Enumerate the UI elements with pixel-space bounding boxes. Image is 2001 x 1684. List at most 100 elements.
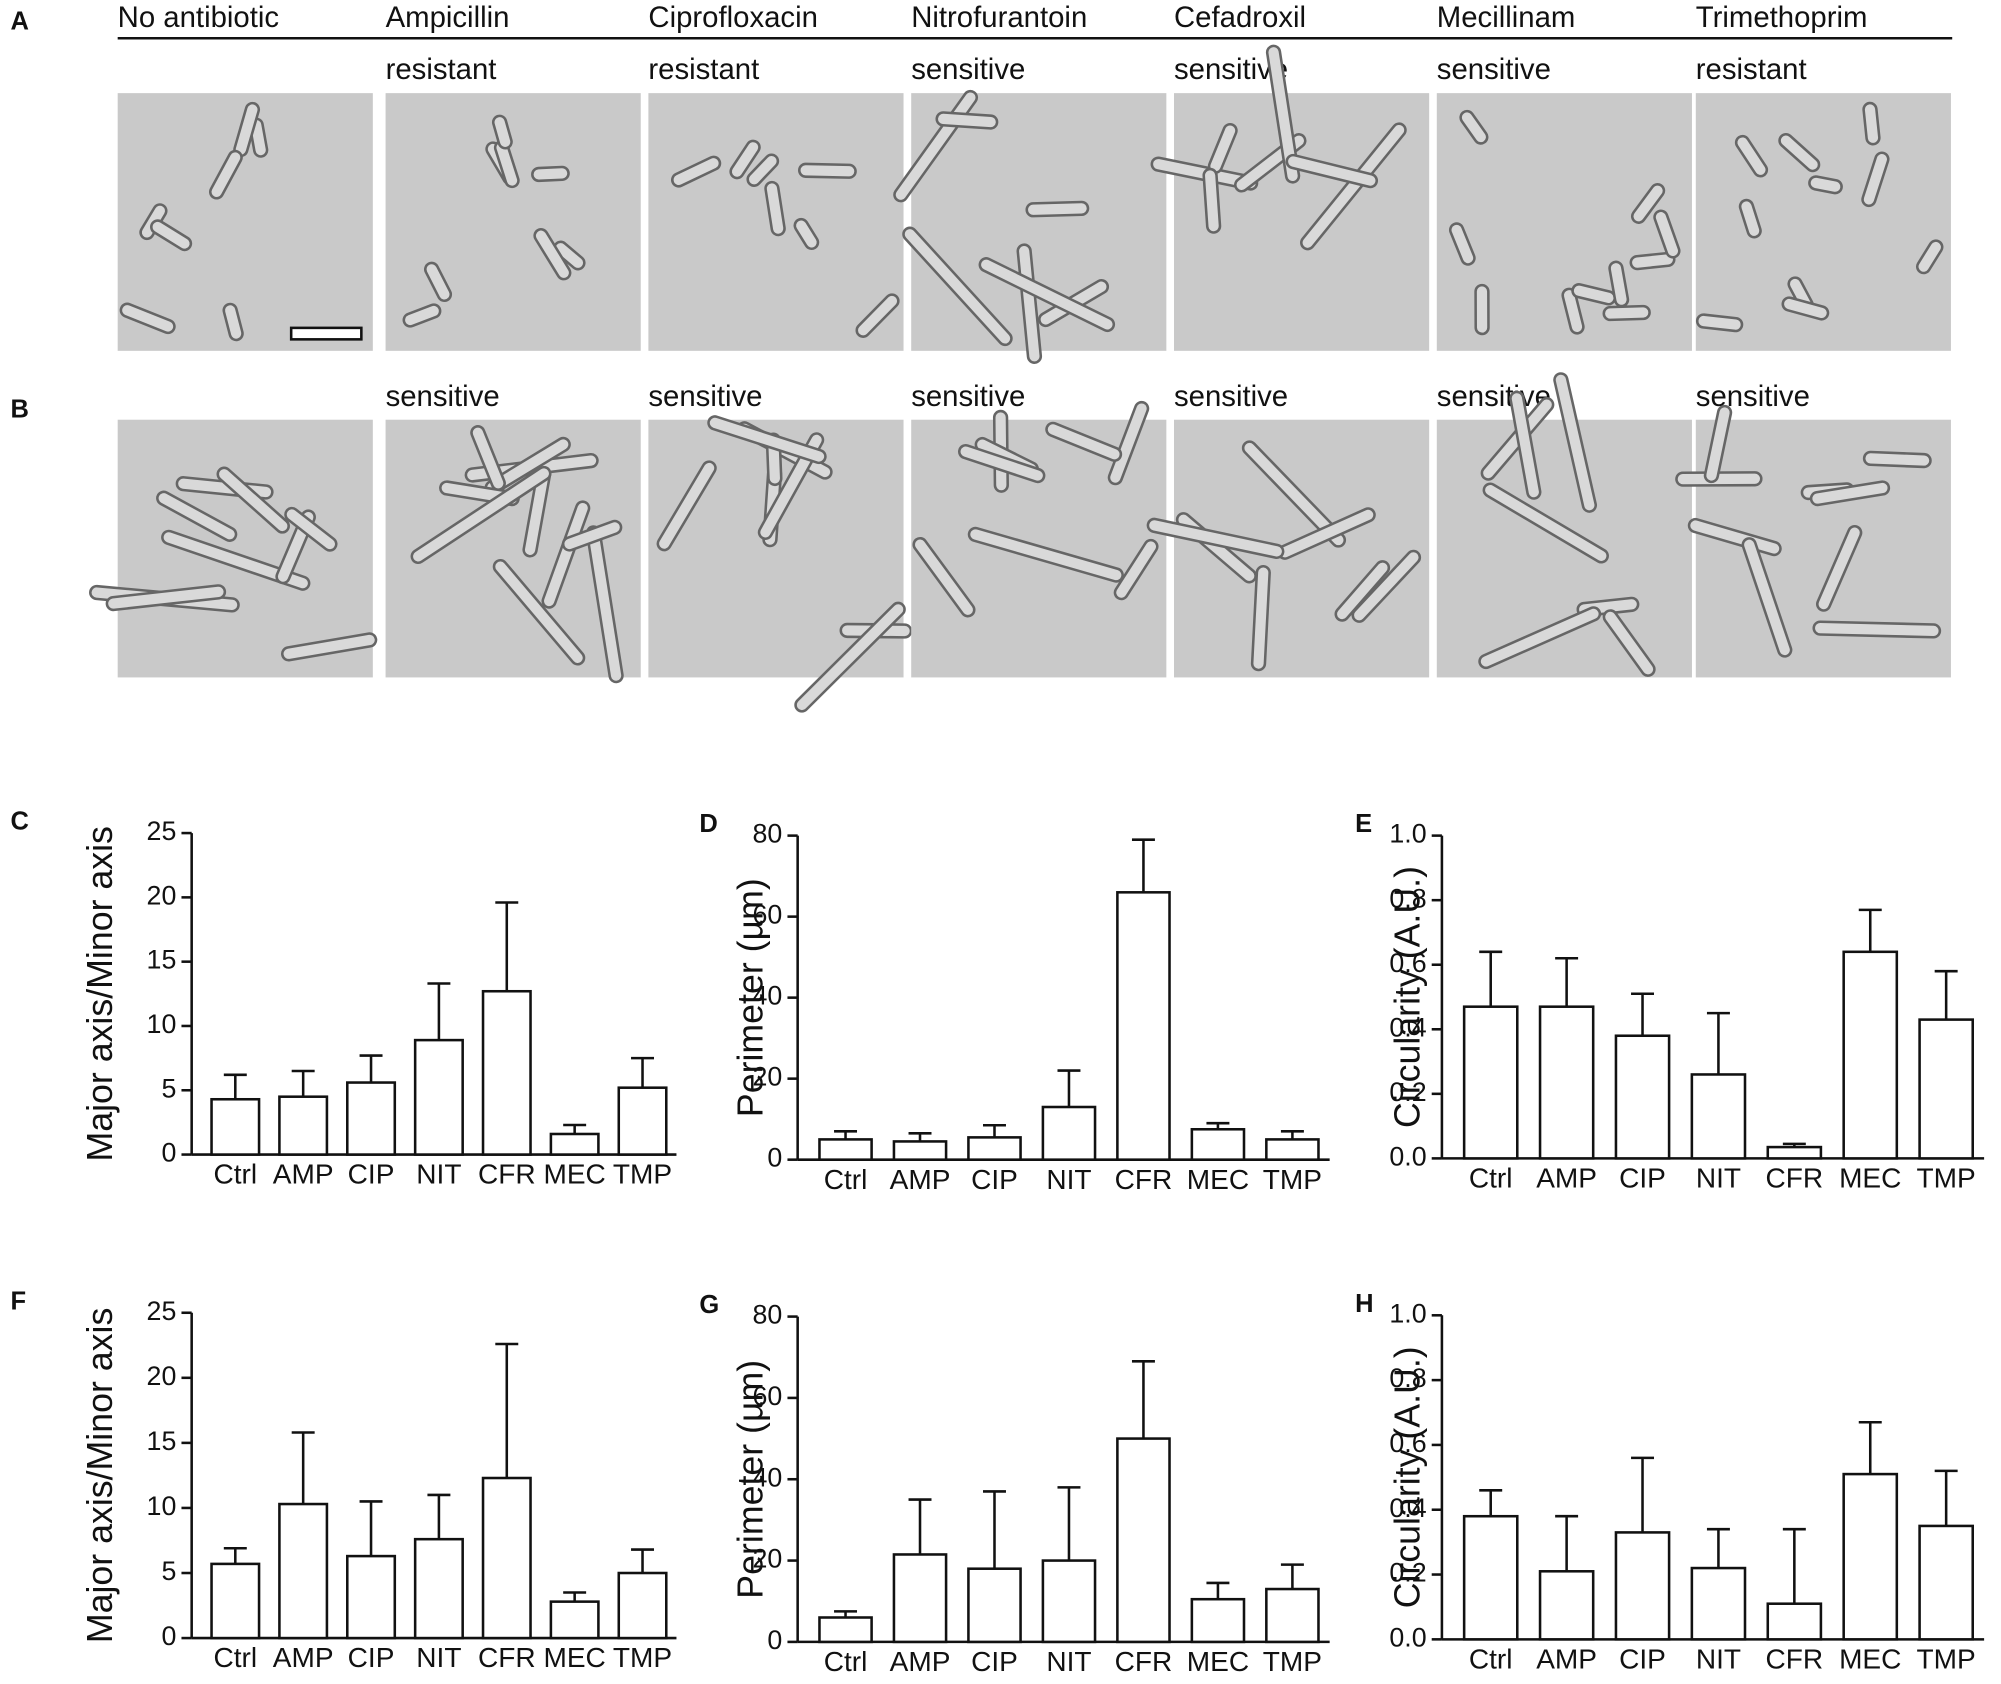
- x-tick-label: Ctrl: [1469, 1643, 1513, 1674]
- x-tick-label: MEC: [1187, 1164, 1249, 1195]
- cell-shape: [1778, 132, 1821, 173]
- x-tick-label: Ctrl: [213, 1159, 257, 1190]
- y-tick-label: 0.2: [1389, 1077, 1426, 1107]
- cell-shape: [585, 525, 624, 684]
- y-tick-label: 0.2: [1389, 1558, 1426, 1588]
- column-title: Trimethoprim: [1696, 1, 1868, 34]
- y-tick-label: 1.0: [1389, 1298, 1426, 1328]
- bar: [892, 1140, 948, 1161]
- cell-shape: [797, 162, 857, 179]
- x-tick-label: AMP: [273, 1642, 334, 1673]
- cell-shape: [284, 506, 338, 552]
- cell-shape: [1285, 153, 1379, 189]
- y-tick-label: 20: [753, 1062, 783, 1092]
- y-tick-label: 0.8: [1389, 1363, 1426, 1393]
- cell-shape: [978, 257, 1116, 333]
- x-tick-label: CFR: [478, 1159, 536, 1190]
- x-tick-label: MEC: [1839, 1643, 1901, 1674]
- cell-shape: [912, 536, 976, 618]
- x-tick-label: TMP: [1917, 1162, 1976, 1193]
- cell-shape: [793, 217, 820, 251]
- bar: [278, 1502, 329, 1640]
- cell-shape: [1553, 372, 1598, 513]
- y-tick-label: 0.0: [1389, 1622, 1426, 1652]
- x-tick-label: CFR: [478, 1642, 536, 1673]
- y-tick-label: 10: [147, 1009, 177, 1039]
- y-tick-label: 40: [753, 981, 783, 1011]
- cell-shape: [656, 460, 717, 552]
- status-label: sensitive: [1174, 380, 1288, 413]
- bar: [1265, 1138, 1320, 1161]
- y-tick-label: 15: [147, 945, 177, 975]
- panel-label: H: [1355, 1290, 1373, 1318]
- status-label: sensitive: [1696, 380, 1810, 413]
- cell-shape: [794, 601, 906, 713]
- bar: [1116, 891, 1171, 1161]
- status-label: sensitive: [1437, 380, 1551, 413]
- cell-shape: [1734, 134, 1769, 178]
- y-tick-label: 10: [147, 1491, 177, 1521]
- cell-shape: [1812, 620, 1942, 639]
- cell-shape: [281, 632, 378, 662]
- y-axis-label: Circularity (A.U.): [1387, 866, 1427, 1128]
- x-tick-label: AMP: [1536, 1162, 1597, 1193]
- x-tick-label: CIP: [971, 1164, 1018, 1195]
- bar: [1462, 1005, 1519, 1160]
- cell-shape: [553, 240, 586, 271]
- y-axis-label: Perimeter (µm): [730, 878, 770, 1117]
- cell-shape: [1351, 549, 1422, 623]
- y-tick-label: 5: [161, 1556, 176, 1586]
- cell-shape: [561, 519, 623, 552]
- panel-label: F: [11, 1287, 27, 1315]
- cell-shape: [410, 465, 552, 565]
- y-tick-label: 0.4: [1389, 1012, 1426, 1042]
- x-tick-label: AMP: [890, 1164, 951, 1195]
- x-tick-label: AMP: [1536, 1643, 1597, 1674]
- y-tick-label: 0: [161, 1621, 176, 1651]
- cell-shape: [1202, 167, 1222, 234]
- bar: [413, 1537, 464, 1640]
- bar: [892, 1553, 948, 1644]
- y-tick-label: 25: [147, 816, 177, 846]
- cell-shape: [105, 584, 227, 612]
- y-tick-label: 40: [753, 1462, 783, 1492]
- cell-shape: [541, 500, 591, 609]
- x-tick-label: MEC: [543, 1642, 605, 1673]
- bar: [1538, 1570, 1595, 1641]
- x-tick-label: NIT: [1046, 1164, 1091, 1195]
- cell-shape: [935, 111, 999, 130]
- bar: [346, 1081, 397, 1156]
- bar: [1190, 1597, 1246, 1644]
- bar: [481, 1476, 532, 1640]
- bar: [1842, 1472, 1899, 1641]
- status-label: sensitive: [911, 53, 1025, 86]
- cell-shape: [149, 219, 193, 252]
- x-tick-label: TMP: [1263, 1646, 1322, 1677]
- y-tick-label: 0: [767, 1625, 782, 1655]
- column-title: Ciprofloxacin: [648, 1, 818, 34]
- bar: [1462, 1514, 1519, 1641]
- cell-shape: [729, 139, 761, 180]
- cell-shape: [1738, 198, 1762, 239]
- cell-shape: [1629, 251, 1676, 271]
- y-tick-label: 0: [767, 1143, 782, 1173]
- cell-shape: [161, 529, 311, 591]
- y-tick-label: 60: [753, 1381, 783, 1411]
- x-tick-label: TMP: [1917, 1643, 1976, 1674]
- cell-shape: [1459, 109, 1489, 145]
- status-label: sensitive: [386, 380, 500, 413]
- bar: [1614, 1034, 1671, 1160]
- bar: [1918, 1524, 1974, 1641]
- cell-shape: [1025, 200, 1090, 218]
- cell-shape: [1509, 390, 1542, 500]
- x-tick-label: NIT: [1046, 1646, 1091, 1677]
- cell-shape: [1653, 209, 1681, 259]
- cell-shape: [1448, 222, 1476, 266]
- cell-shape: [1113, 538, 1159, 601]
- x-tick-label: NIT: [416, 1642, 461, 1673]
- x-tick-label: CFR: [1766, 1643, 1824, 1674]
- x-tick-label: Ctrl: [213, 1642, 257, 1673]
- y-tick-label: 0.0: [1389, 1141, 1426, 1171]
- bar: [967, 1136, 1022, 1161]
- y-tick-label: 20: [147, 1361, 177, 1391]
